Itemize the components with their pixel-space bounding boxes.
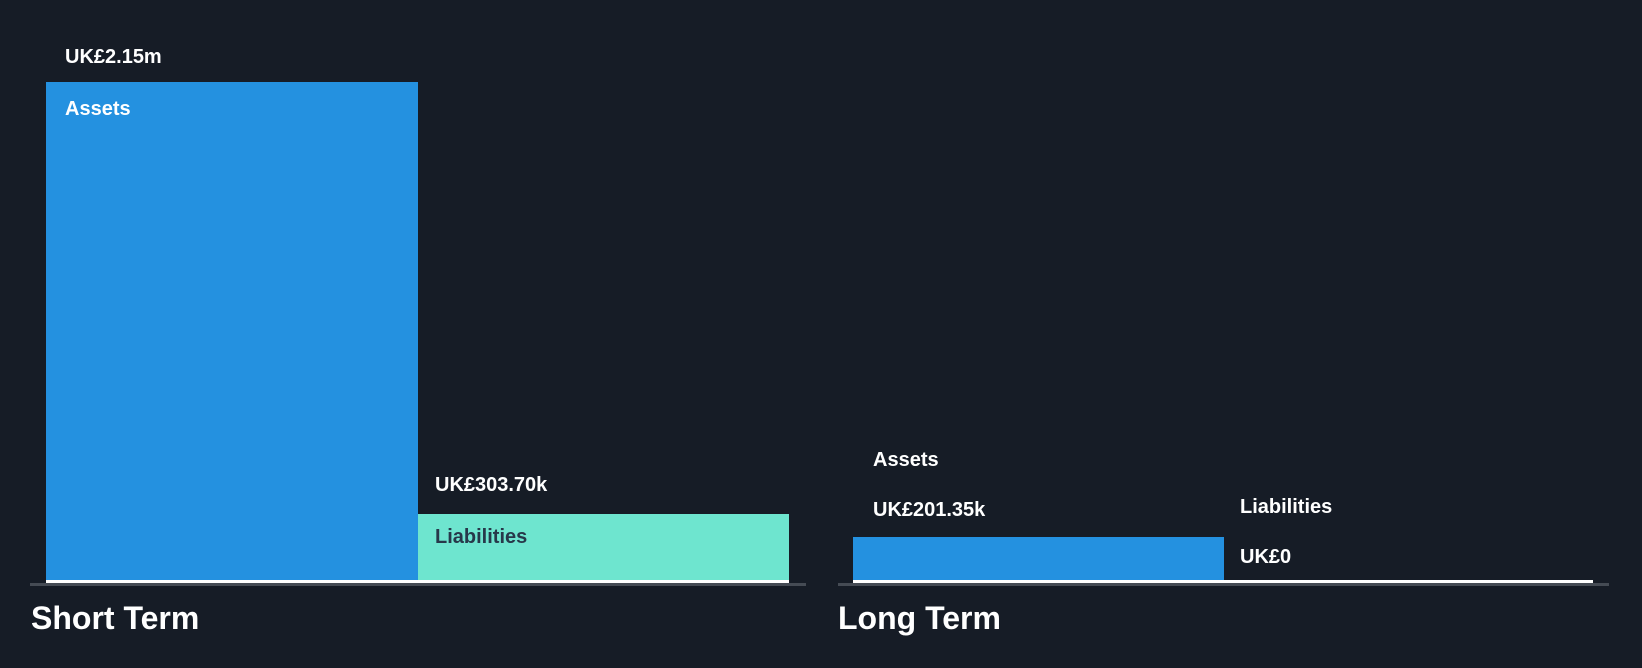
short-term-assets-label: Assets — [65, 98, 131, 120]
long-term-liabilities-value: UK£0 — [1240, 546, 1292, 568]
short-term-liabilities-bar[interactable] — [418, 514, 789, 580]
short-term-title: Short Term — [31, 600, 200, 636]
short-term-assets-value: UK£2.15m — [65, 46, 162, 68]
short-term-assets-bar[interactable] — [46, 82, 418, 580]
long-term-assets-value: UK£201.35k — [873, 499, 986, 521]
long-term-title: Long Term — [838, 600, 1001, 636]
long-term-zero-baseline-liabilities-bar[interactable] — [853, 580, 1593, 583]
short-term-liabilities-label: Liabilities — [435, 526, 528, 548]
long-term-axis-line — [838, 583, 1609, 586]
long-term-assets-label: Assets — [873, 449, 939, 471]
long-term-assets-bar[interactable] — [853, 537, 1224, 580]
short-term-axis-line — [30, 583, 806, 586]
short-term-liabilities-value: UK£303.70k — [435, 474, 548, 496]
short-term-zero-baseline — [46, 580, 789, 583]
long-term-liabilities-label: Liabilities — [1240, 496, 1333, 518]
